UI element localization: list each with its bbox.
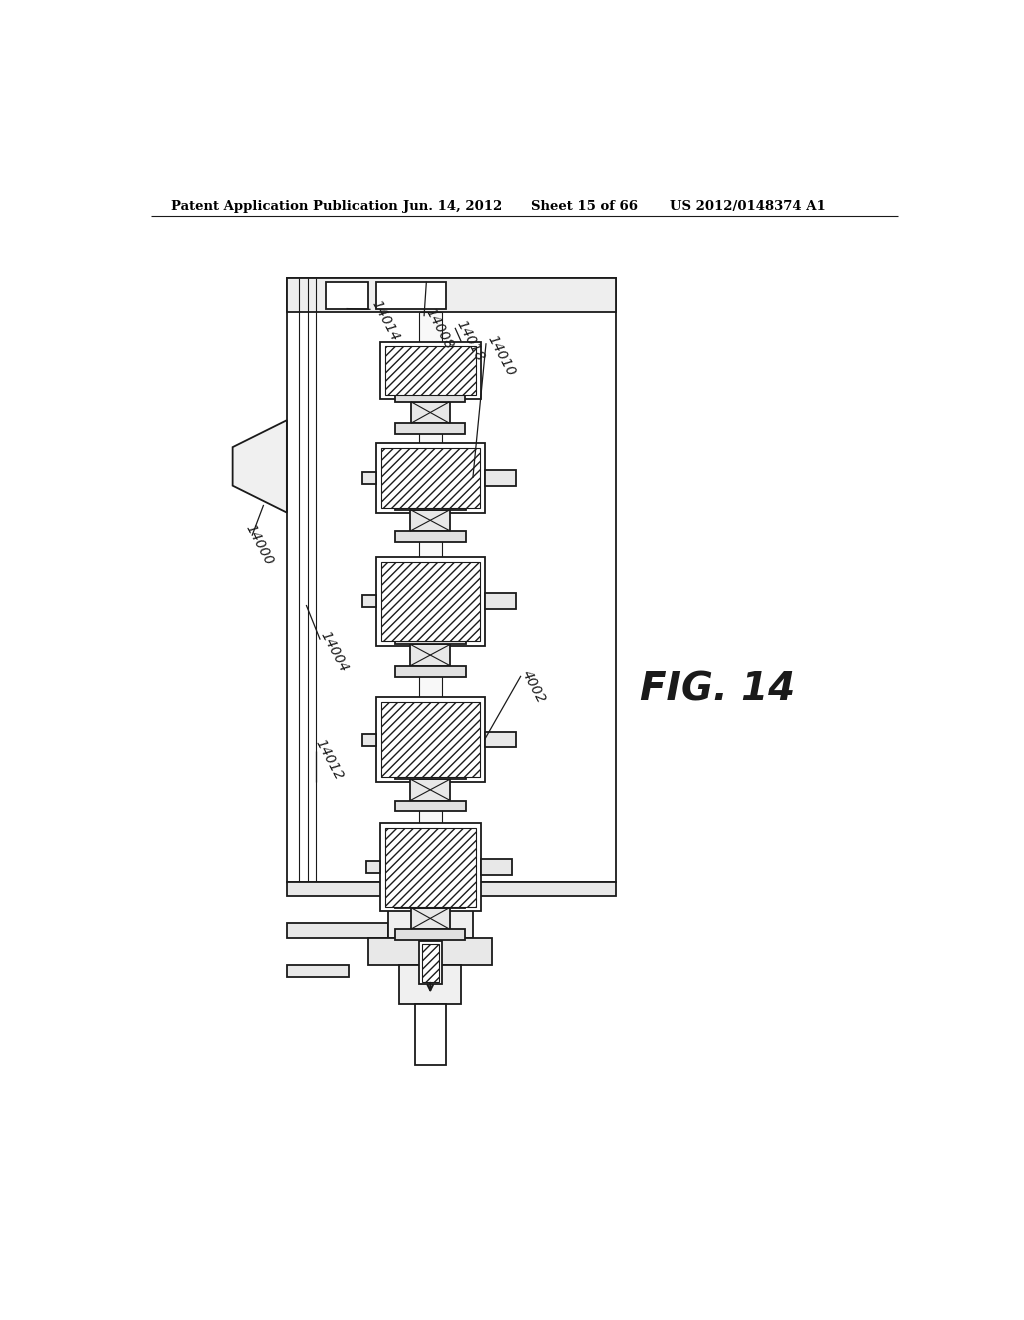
Bar — [419, 313, 442, 867]
Bar — [381, 562, 480, 642]
Bar — [385, 828, 476, 907]
Bar — [411, 401, 450, 424]
Bar — [287, 882, 616, 896]
Text: US 2012/0148374 A1: US 2012/0148374 A1 — [671, 199, 826, 213]
Text: Sheet 15 of 66: Sheet 15 of 66 — [531, 199, 638, 213]
Bar — [385, 346, 476, 395]
Text: 4002: 4002 — [519, 668, 549, 706]
Text: 14008: 14008 — [423, 306, 456, 351]
Bar — [381, 447, 480, 508]
Bar — [395, 391, 465, 401]
Text: 14018: 14018 — [454, 317, 486, 363]
Bar — [369, 939, 493, 965]
Bar — [411, 908, 450, 929]
Text: 14010: 14010 — [484, 333, 518, 379]
Bar — [395, 929, 465, 940]
Bar — [287, 277, 616, 313]
Bar — [326, 281, 369, 309]
Bar — [415, 1003, 445, 1065]
Bar — [287, 965, 349, 977]
Bar — [380, 822, 480, 911]
Bar — [484, 733, 515, 747]
Text: 14000: 14000 — [243, 521, 275, 568]
Bar — [376, 444, 484, 512]
Bar — [419, 941, 442, 983]
Bar — [410, 779, 451, 800]
Bar — [380, 342, 480, 400]
Bar — [410, 510, 451, 531]
Bar — [366, 861, 380, 873]
Text: 14014: 14014 — [369, 298, 401, 345]
Bar — [394, 768, 466, 779]
Bar — [362, 595, 376, 607]
Text: FIG. 14: FIG. 14 — [640, 671, 795, 709]
Bar — [394, 499, 466, 510]
Bar — [376, 557, 484, 645]
Bar — [484, 470, 515, 486]
Bar — [480, 859, 512, 874]
Bar — [484, 594, 515, 609]
Text: 14012: 14012 — [312, 737, 346, 783]
Bar — [362, 471, 376, 484]
Text: 14004: 14004 — [317, 630, 351, 675]
Bar — [376, 697, 484, 781]
Bar — [362, 734, 376, 746]
Bar — [394, 634, 466, 644]
Bar — [410, 644, 451, 665]
Bar — [287, 277, 616, 882]
Bar — [395, 896, 465, 908]
Bar — [381, 702, 480, 777]
Bar — [287, 923, 388, 939]
Polygon shape — [232, 420, 287, 512]
Bar — [394, 665, 466, 677]
Bar — [395, 424, 465, 434]
Text: Jun. 14, 2012: Jun. 14, 2012 — [403, 199, 503, 213]
Bar — [394, 800, 466, 812]
Bar — [399, 965, 461, 1003]
Bar — [376, 281, 445, 309]
Bar — [422, 944, 438, 982]
Bar — [394, 531, 466, 541]
Bar — [388, 896, 473, 939]
Text: Patent Application Publication: Patent Application Publication — [171, 199, 397, 213]
